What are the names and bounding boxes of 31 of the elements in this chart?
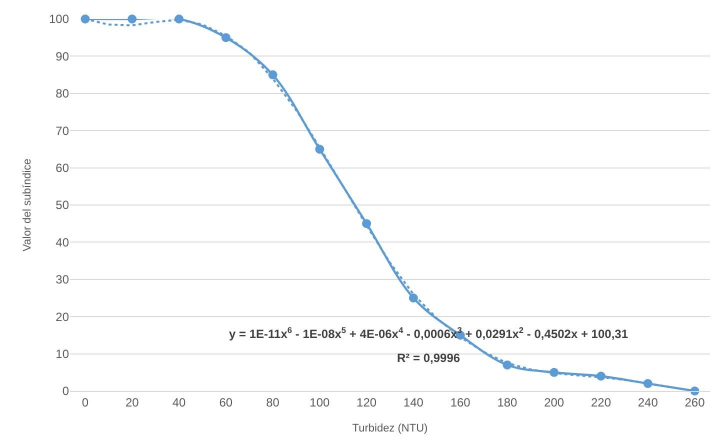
- annotation: R² = 0,9996: [397, 351, 460, 365]
- y-tick-label: 30: [56, 272, 70, 287]
- y-tick-label: 40: [56, 235, 70, 250]
- point: [128, 14, 137, 24]
- x-tick-label: 0: [82, 395, 89, 410]
- x-tick-label: 80: [266, 395, 280, 410]
- y-tick-label: 20: [56, 310, 70, 324]
- x-tick-label: 100: [310, 395, 330, 410]
- x-tick-label: 60: [219, 395, 233, 410]
- y-tick-label: 10: [56, 347, 70, 361]
- x-tick-label: 260: [684, 395, 706, 410]
- y-tick-label: 80: [56, 86, 70, 101]
- x-tick-label: 180: [497, 395, 518, 410]
- x-tick-label: 140: [403, 395, 424, 410]
- y-tick-label: 100: [48, 12, 70, 26]
- x-tick-label: 240: [638, 395, 658, 410]
- y-tick-label: 50: [56, 198, 70, 212]
- x-tick-label: 20: [125, 395, 140, 410]
- x-tick-label: 220: [590, 395, 612, 410]
- x-tick-label: 160: [450, 395, 471, 410]
- x-tick-label: 200: [544, 395, 564, 410]
- point: [408, 294, 418, 302]
- y-axis-title: Valor del subíndice: [22, 158, 34, 252]
- y-tick-label: 70: [56, 124, 70, 138]
- x-tick-label: 40: [172, 395, 186, 410]
- point: [80, 14, 90, 24]
- y-tick-label: 90: [56, 49, 70, 64]
- y-tick-label: 60: [56, 161, 70, 175]
- x-tick-label: 120: [356, 395, 377, 410]
- x-axis-title: Turbidez (NTU): [352, 422, 428, 435]
- y-tick-label: 0: [62, 384, 70, 398]
